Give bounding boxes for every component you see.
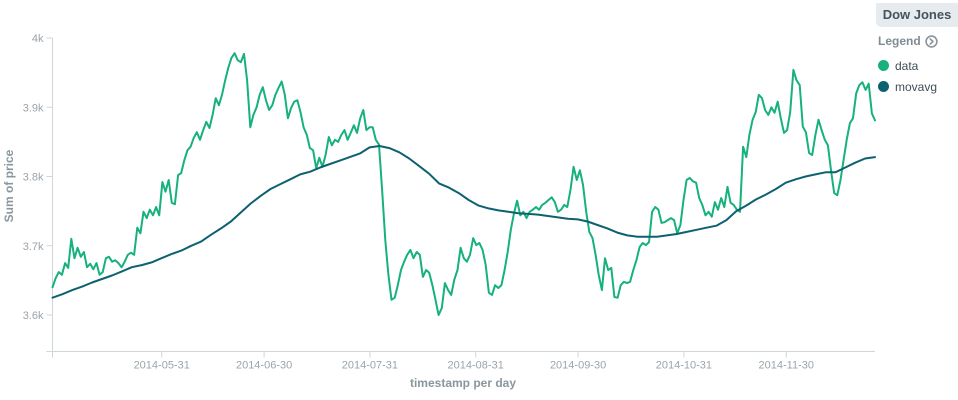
x-axis-title: timestamp per day xyxy=(409,376,517,390)
panel-title: Dow Jones xyxy=(876,3,958,27)
legend: Legend data movavg xyxy=(876,33,958,97)
legend-toggle[interactable]: Legend xyxy=(876,33,958,49)
x-tick-label: 2014-09-30 xyxy=(550,360,606,372)
y-tick-label: 3.8k xyxy=(23,172,44,184)
legend-item-label: data xyxy=(895,58,919,73)
legend-items: data movavg xyxy=(876,55,958,97)
legend-item-movavg[interactable]: movavg xyxy=(876,76,958,97)
legend-collapse-icon xyxy=(924,34,938,48)
series-line-movavg xyxy=(51,145,876,299)
y-tick-label: 3.9k xyxy=(23,102,44,114)
x-tick-label: 2014-11-30 xyxy=(759,360,814,372)
legend-item-data[interactable]: data xyxy=(876,55,958,76)
legend-header-label: Legend xyxy=(878,34,921,48)
x-tick-label: 2014-08-31 xyxy=(448,360,504,372)
legend-dot-movavg xyxy=(878,81,889,92)
y-tick-label: 3.6k xyxy=(23,310,44,322)
x-tick-label: 2014-10-31 xyxy=(656,360,712,372)
legend-item-label: movavg xyxy=(895,79,938,94)
y-tick-label: 3.7k xyxy=(23,241,44,253)
series-line-data xyxy=(51,52,876,316)
x-tick-label: 2014-06-30 xyxy=(236,360,292,372)
x-tick-label: 2014-05-31 xyxy=(134,360,190,372)
legend-dot-data xyxy=(878,60,889,71)
y-axis-title: Sum of price xyxy=(2,149,16,223)
y-tick-label: 4k xyxy=(32,33,44,45)
x-tick-label: 2014-07-31 xyxy=(342,360,398,372)
